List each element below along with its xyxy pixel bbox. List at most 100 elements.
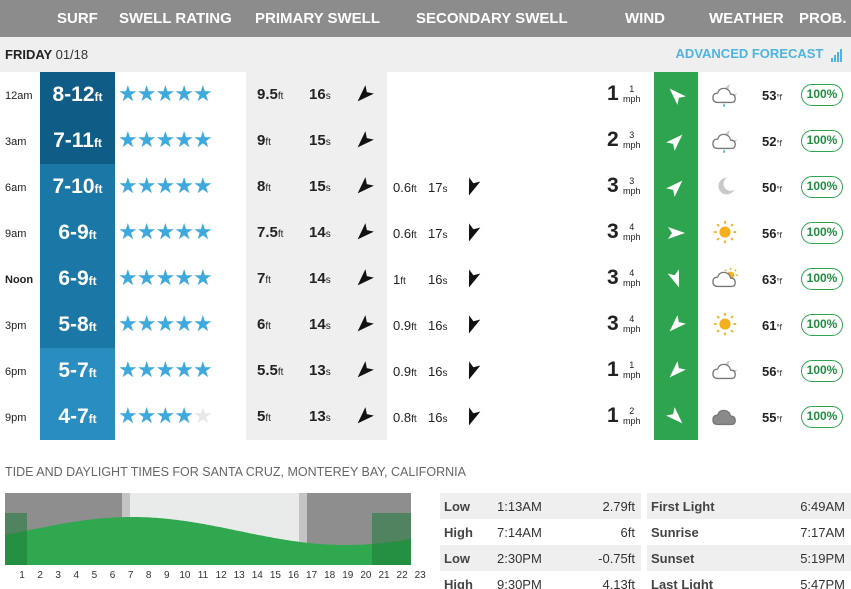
star-icon: ★ <box>192 403 213 428</box>
probability-badge: 100% <box>801 84 843 106</box>
star-icon: ★ <box>118 219 138 244</box>
hour-tick-label: 3 <box>55 570 61 581</box>
wind-gust: 3 mph <box>623 130 641 150</box>
partly-cloudy-icon <box>712 267 738 288</box>
secondary-swell-direction-icon <box>468 223 481 242</box>
forecast-row[interactable]: 9pm 4-7ft ★★★★★ 5ft 13s 0.8ft 16s 1 2 mph 55°f 100% <box>0 394 851 440</box>
wind-gust: 2 mph <box>623 406 641 426</box>
daylight-entry: Sunset 5:19PM <box>647 545 851 571</box>
wind-speed: 1 <box>607 404 619 427</box>
secondary-swell-period: 16s <box>428 318 448 333</box>
forecast-row[interactable]: 3pm 5-8ft ★★★★★ 6ft 14s 0.9ft 16s 3 4 mph 61°f 100% <box>0 302 851 348</box>
wind-speed: 3 <box>607 312 619 335</box>
swell-rating: ★★★★★ <box>118 81 213 107</box>
primary-swell-direction-icon <box>357 269 374 286</box>
forecast-row[interactable]: 6am 7-10ft ★★★★★ 8ft 15s 0.6ft 17s 3 3 mph 50°f 100… <box>0 164 851 210</box>
wind-gust: 4 mph <box>623 222 641 242</box>
forecast-rows: 12am 8-12ft ★★★★★ 9.5ft 16s 1 1 mph 53°f 100% 3am 7… <box>0 72 851 440</box>
forecast-row[interactable]: 6pm 5-7ft ★★★★★ 5.5ft 13s 0.9ft 16s 1 1 mph 56°f 10… <box>0 348 851 394</box>
tide-entry: High 7:14AM 6ft <box>440 519 641 545</box>
daylight-time: 7:17AM <box>800 525 845 540</box>
forecast-row[interactable]: 9am 6-9ft ★★★★★ 7.5ft 14s 0.6ft 17s 3 4 mph 56°f 10… <box>0 210 851 256</box>
secondary-swell-direction-icon <box>468 315 481 334</box>
wind-gust: 4 mph <box>623 268 641 288</box>
day-label: FRIDAY 01/18 <box>5 47 88 62</box>
wind-gust: 1 mph <box>623 84 641 104</box>
cloud-rain-night-icon <box>712 84 738 108</box>
star-icon: ★ <box>192 311 213 336</box>
temperature: 56°f <box>762 226 782 241</box>
forecast-row[interactable]: 12am 8-12ft ★★★★★ 9.5ft 16s 1 1 mph 53°f 100% <box>0 72 851 118</box>
temperature: 50°f <box>762 180 782 195</box>
advanced-forecast-link[interactable]: ADVANCED FORECAST <box>676 46 843 62</box>
wind-speed: 3 <box>607 220 619 243</box>
hour-tick-label: 22 <box>396 570 408 581</box>
hour-tick-label: 8 <box>145 570 152 581</box>
star-icon: ★ <box>155 403 175 428</box>
primary-swell-direction-icon <box>357 407 374 424</box>
tide-type: Low <box>444 499 470 514</box>
star-icon: ★ <box>118 311 138 336</box>
primary-swell-direction-icon <box>357 85 374 102</box>
cloud-rain-night-icon <box>712 130 738 154</box>
header-weather: WEATHER <box>709 10 784 27</box>
primary-swell-period: 16s <box>309 86 331 103</box>
surf-height: 6-9ft <box>40 210 115 256</box>
row-time: Noon <box>5 274 34 286</box>
header-wind: WIND <box>625 10 665 27</box>
hour-tick-label: 16 <box>287 570 300 581</box>
bar-chart-icon <box>831 47 843 62</box>
surf-unit: ft <box>94 182 103 196</box>
star-icon: ★ <box>192 219 213 244</box>
temperature: 63°f <box>762 272 782 287</box>
temperature: 53°f <box>762 88 782 103</box>
star-icon: ★ <box>155 357 175 382</box>
primary-swell-direction-icon <box>357 315 374 332</box>
hour-tick-label: 5 <box>91 570 98 581</box>
swell-rating: ★★★★★ <box>118 311 213 337</box>
star-icon: ★ <box>192 265 213 290</box>
surf-unit: ft <box>93 136 102 150</box>
daylight-label: Sunset <box>651 551 695 566</box>
surf-unit: ft <box>94 90 103 104</box>
wind-direction-icon <box>666 134 683 151</box>
primary-swell-height: 7ft <box>257 270 271 287</box>
day-row: FRIDAY 01/18 ADVANCED FORECAST <box>0 37 851 72</box>
wind-gust: 4 mph <box>623 314 641 334</box>
forecast-row[interactable]: 3am 7-11ft ★★★★★ 9ft 15s 2 3 mph 52°f 100% <box>0 118 851 164</box>
star-icon: ★ <box>136 219 157 244</box>
hour-tick-label: 11 <box>197 570 209 581</box>
tide-row: High 7:14AM 6ft Sunrise 7:17AM <box>440 519 851 545</box>
star-icon: ★ <box>136 311 157 336</box>
surf-height: 5-7ft <box>40 348 115 394</box>
tide-type: High <box>444 577 473 589</box>
star-icon: ★ <box>174 81 194 106</box>
hour-tick-label: 1 <box>19 570 25 581</box>
row-time: 6pm <box>5 366 27 378</box>
day-name: FRIDAY <box>5 47 52 62</box>
wind-direction-icon <box>669 88 686 105</box>
daylight-label: Last Light <box>651 577 714 589</box>
tide-time: 2:30PM <box>497 551 542 566</box>
forecast-row[interactable]: Noon 6-9ft ★★★★★ 7ft 14s 1ft 16s 3 4 mph 63°f 100% <box>0 256 851 302</box>
temperature: 52°f <box>762 134 782 149</box>
hour-tick-label: 10 <box>179 570 191 581</box>
secondary-swell-period: 17s <box>428 226 448 241</box>
wind-speed: 1 <box>607 358 619 381</box>
secondary-swell-period: 16s <box>428 364 448 379</box>
cloud-icon <box>712 409 736 426</box>
star-icon: ★ <box>174 311 194 336</box>
surf-height: 7-11ft <box>40 118 115 164</box>
row-time: 3am <box>5 136 27 148</box>
secondary-swell-direction-icon <box>468 361 481 380</box>
surf-height: 4-7ft <box>40 394 115 440</box>
star-icon: ★ <box>174 357 194 382</box>
temperature: 55°f <box>762 410 782 425</box>
star-icon: ★ <box>136 173 157 198</box>
surf-range: 5-7 <box>58 359 89 382</box>
hour-tick-label: 20 <box>360 570 372 581</box>
row-time: 9pm <box>5 412 27 424</box>
star-icon: ★ <box>155 219 175 244</box>
star-icon: ★ <box>118 127 138 152</box>
surf-unit: ft <box>88 412 97 426</box>
